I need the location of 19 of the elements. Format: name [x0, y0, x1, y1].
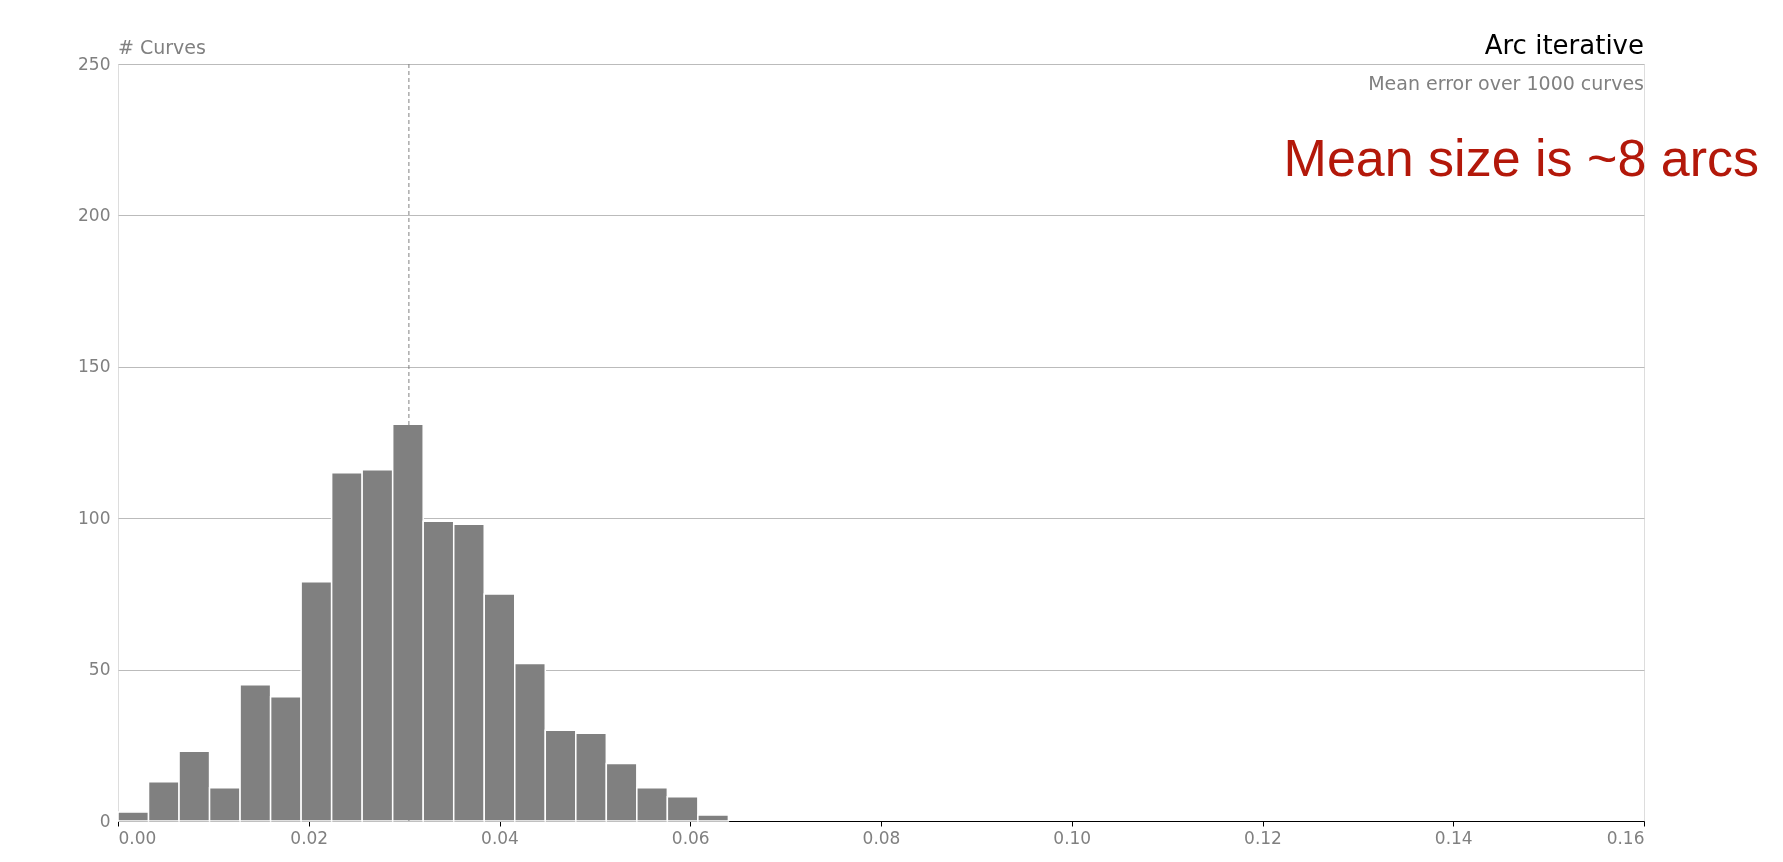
- x-tick-label: 0.16: [1606, 827, 1645, 848]
- x-tick-label: 0.08: [862, 827, 901, 848]
- annotation: Mean size is ~8 arcs: [1283, 129, 1759, 187]
- y-axis-title: # Curves: [118, 36, 206, 58]
- y-tick-label: 250: [78, 53, 111, 74]
- y-tick-label: 200: [78, 204, 111, 225]
- x-tick-label: 0.12: [1244, 827, 1282, 848]
- y-tick-label: 0: [99, 810, 111, 831]
- y-tick-label: 50: [88, 659, 111, 680]
- chart-title: Arc iterative: [1484, 30, 1644, 60]
- x-tick-label: 0.02: [290, 827, 329, 848]
- x-tick-label: 0.06: [671, 827, 710, 848]
- x-tick-label: 0.10: [1053, 827, 1092, 848]
- x-tick-label: 0.14: [1434, 827, 1473, 848]
- chart-subtitle: Mean error over 1000 curves: [1368, 72, 1644, 94]
- x-tick-label: 0.00: [118, 827, 157, 848]
- y-tick-label: 150: [78, 356, 111, 377]
- y-tick-label: 100: [78, 507, 111, 528]
- x-tick-label: 0.04: [481, 827, 519, 848]
